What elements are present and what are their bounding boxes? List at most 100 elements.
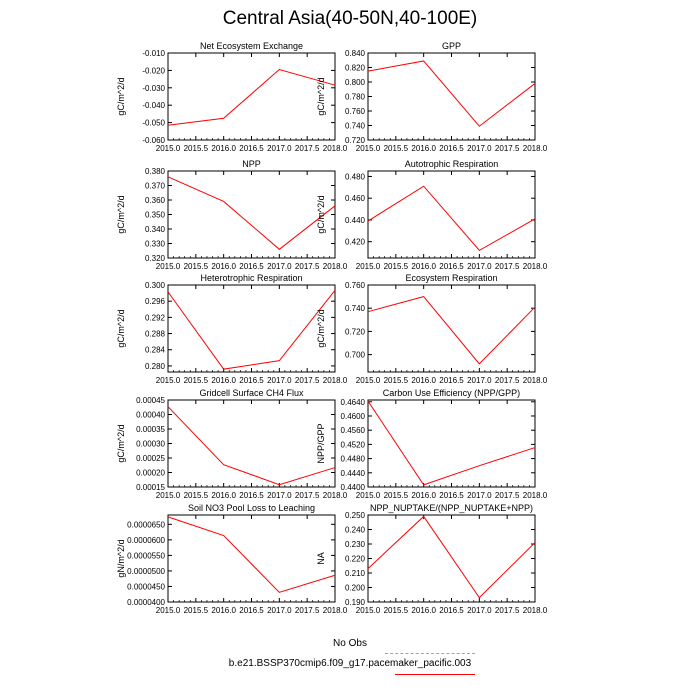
panel-10-xtick-label: 2016.0 bbox=[411, 606, 436, 615]
panel-8-xtick-label: 2017.0 bbox=[467, 491, 492, 500]
panel-10-title: NPP_NUPTAKE/(NPP_NUPTAKE+NPP) bbox=[370, 503, 533, 513]
panel-8-ytick-label: 0.4480 bbox=[341, 455, 366, 464]
panel-3-xtick-label: 2017.5 bbox=[295, 262, 320, 271]
panel-1-xtick-label: 2017.0 bbox=[267, 144, 292, 153]
panel-4-ylabel: gC/m^2/d bbox=[316, 195, 326, 233]
panel-9-ytick-label: 0.0000450 bbox=[127, 582, 165, 591]
panel-2-xtick-label: 2016.5 bbox=[439, 144, 464, 153]
panel-10-xtick-label: 2017.0 bbox=[467, 606, 492, 615]
panel-1-ytick-label: -0.010 bbox=[142, 49, 165, 58]
panel-2-ytick-label: 0.820 bbox=[345, 64, 366, 73]
panel-9-ytick-label: 0.0000500 bbox=[127, 567, 165, 576]
panel-7-ytick-label: 0.00025 bbox=[136, 454, 165, 463]
panel-6-xtick-label: 2017.0 bbox=[467, 376, 492, 385]
panel-1-xtick-label: 2015.0 bbox=[156, 144, 181, 153]
panel-2-xtick-label: 2015.5 bbox=[384, 144, 409, 153]
panel-4-ytick-label: 0.480 bbox=[345, 172, 366, 181]
panel-6-xtick-label: 2016.0 bbox=[411, 376, 436, 385]
panel-1-frame bbox=[167, 52, 336, 141]
panel-10-ytick-label: 0.250 bbox=[345, 511, 366, 520]
panel-5-ytick-label: 0.280 bbox=[145, 362, 166, 371]
panel-9-frame bbox=[167, 514, 336, 603]
panel-8-xtick-label: 2015.0 bbox=[356, 491, 381, 500]
panel-3-xtick-label: 2015.5 bbox=[184, 262, 209, 271]
panel-1-xtick-label: 2016.5 bbox=[239, 144, 264, 153]
panel-3-xtick-label: 2017.0 bbox=[267, 262, 292, 271]
panel-3-ytick-label: 0.380 bbox=[145, 167, 166, 176]
panel-6-ytick-label: 0.700 bbox=[345, 351, 366, 360]
panel-2-title: GPP bbox=[442, 41, 461, 51]
panel-7-ylabel: gC/m^2/d bbox=[116, 424, 126, 462]
panel-5-title: Heterotrophic Respiration bbox=[200, 273, 302, 283]
panel-3-xtick-label: 2016.5 bbox=[239, 262, 264, 271]
panel-7-xtick-label: 2017.5 bbox=[295, 491, 320, 500]
panel-7-ytick-label: 0.00035 bbox=[136, 425, 165, 434]
panel-7-frame bbox=[167, 399, 336, 488]
panel-4-series-line bbox=[367, 185, 536, 252]
panel-8-ytick-label: 0.4560 bbox=[341, 426, 366, 435]
panel-5-xtick-label: 2015.0 bbox=[156, 376, 181, 385]
panel-8-series-line bbox=[367, 400, 536, 486]
panel-4-xtick-label: 2016.0 bbox=[411, 262, 436, 271]
panel-5-ytick-label: 0.288 bbox=[145, 330, 166, 339]
panel-5-xtick-label: 2015.5 bbox=[184, 376, 209, 385]
panel-5-xtick-label: 2016.5 bbox=[239, 376, 264, 385]
panel-4-frame bbox=[367, 170, 536, 259]
panel-8-title: Carbon Use Efficiency (NPP/GPP) bbox=[383, 388, 520, 398]
panel-4-xtick-label: 2015.0 bbox=[356, 262, 381, 271]
panel-9-xtick-label: 2015.0 bbox=[156, 606, 181, 615]
panel-7-ytick-label: 0.00030 bbox=[136, 440, 165, 449]
panel-5-xtick-label: 2018.0 bbox=[323, 376, 348, 385]
panel-9-xtick-label: 2017.0 bbox=[267, 606, 292, 615]
panel-9-ytick-label: 0.0000550 bbox=[127, 551, 165, 560]
panel-8-ytick-label: 0.4400 bbox=[341, 483, 366, 492]
panel-7-xtick-label: 2017.0 bbox=[267, 491, 292, 500]
panel-5-ytick-label: 0.284 bbox=[145, 346, 166, 355]
panel-7-ytick-label: 0.00020 bbox=[136, 469, 165, 478]
panel-2-ytick-label: 0.720 bbox=[345, 136, 366, 145]
panel-9-title: Soil NO3 Pool Loss to Leaching bbox=[188, 503, 315, 513]
panel-8-xtick-label: 2015.5 bbox=[384, 491, 409, 500]
panel-5-xtick-label: 2017.5 bbox=[295, 376, 320, 385]
panel-6-series-line bbox=[367, 296, 536, 365]
panel-9-xtick-label: 2017.5 bbox=[295, 606, 320, 615]
panel-5-series-line bbox=[167, 289, 336, 370]
panel-1-ytick-label: -0.020 bbox=[142, 66, 165, 75]
panel-7-xtick-label: 2016.0 bbox=[211, 491, 236, 500]
panel-3-xtick-label: 2016.0 bbox=[211, 262, 236, 271]
panel-1-ytick-label: -0.040 bbox=[142, 101, 165, 110]
panel-4-ytick-label: 0.460 bbox=[345, 194, 366, 203]
panel-9-xtick-label: 2015.5 bbox=[184, 606, 209, 615]
panel-8-ytick-label: 0.4600 bbox=[341, 412, 366, 421]
panel-2-ytick-label: 0.840 bbox=[345, 49, 366, 58]
panel-10-frame bbox=[367, 514, 536, 603]
panel-3-ytick-label: 0.330 bbox=[145, 240, 166, 249]
panel-8-ytick-label: 0.4640 bbox=[341, 398, 366, 407]
panel-3-ytick-label: 0.340 bbox=[145, 225, 166, 234]
panel-5-ytick-label: 0.300 bbox=[145, 281, 166, 290]
panel-1-xtick-label: 2018.0 bbox=[323, 144, 348, 153]
panel-10-ytick-label: 0.230 bbox=[345, 540, 366, 549]
panel-3-ytick-label: 0.370 bbox=[145, 182, 166, 191]
panel-10-ylabel: NA bbox=[316, 552, 326, 565]
panel-3-title: NPP bbox=[242, 159, 261, 169]
panel-9-xtick-label: 2016.0 bbox=[211, 606, 236, 615]
panel-1-series-line bbox=[167, 68, 336, 126]
panel-8-xtick-label: 2016.5 bbox=[439, 491, 464, 500]
panel-2-xtick-label: 2017.0 bbox=[467, 144, 492, 153]
panel-3-frame bbox=[167, 170, 336, 259]
panel-5-ytick-label: 0.292 bbox=[145, 313, 166, 322]
panel-2-series-line bbox=[367, 60, 536, 127]
panel-6-xtick-label: 2015.5 bbox=[384, 376, 409, 385]
panel-7-xtick-label: 2016.5 bbox=[239, 491, 264, 500]
panel-10-xtick-label: 2017.5 bbox=[495, 606, 520, 615]
panel-1-ylabel: gC/m^2/d bbox=[116, 77, 126, 115]
panel-10-xtick-label: 2015.5 bbox=[384, 606, 409, 615]
panel-2-xtick-label: 2015.0 bbox=[356, 144, 381, 153]
panel-2-ytick-label: 0.740 bbox=[345, 122, 366, 131]
panel-2-xtick-label: 2018.0 bbox=[523, 144, 548, 153]
panel-8-ytick-label: 0.4440 bbox=[341, 469, 366, 478]
panel-5-ylabel: gC/m^2/d bbox=[116, 309, 126, 347]
panel-3-ytick-label: 0.320 bbox=[145, 254, 166, 263]
